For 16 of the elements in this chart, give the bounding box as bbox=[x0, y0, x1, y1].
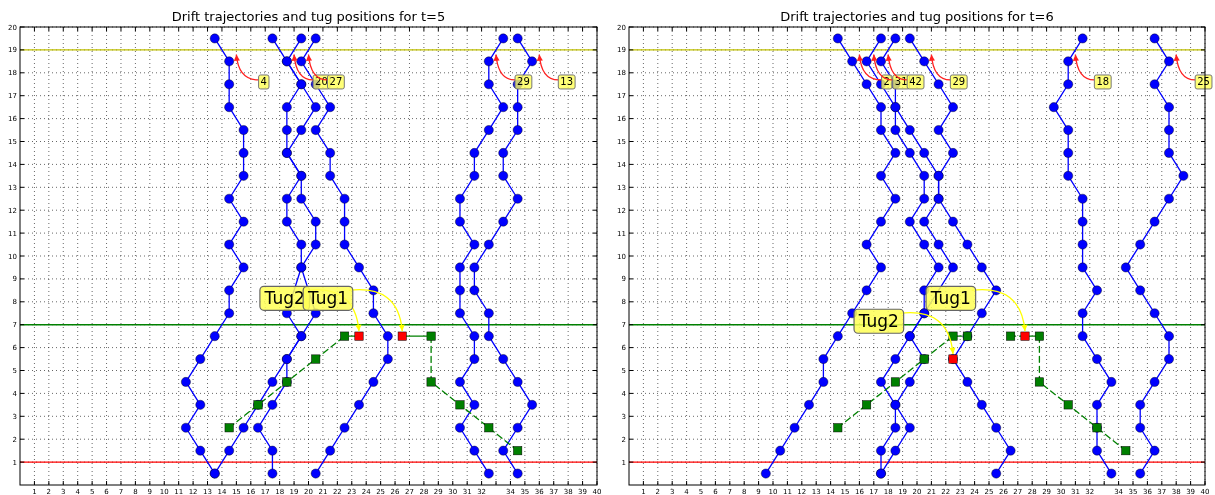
annotation: 29 bbox=[517, 76, 530, 88]
annotation: 4 bbox=[260, 76, 267, 88]
annotation: 18 bbox=[1096, 76, 1110, 88]
annotation: 42 bbox=[909, 76, 922, 88]
annotation: Tug1 bbox=[306, 288, 349, 309]
annotation: 27 bbox=[329, 76, 343, 88]
annotation: 13 bbox=[560, 76, 574, 88]
annotation: 25 bbox=[1197, 76, 1210, 88]
annotation: Tug2 bbox=[263, 288, 305, 309]
annotation: 20 bbox=[315, 76, 328, 88]
annotation: Tug1 bbox=[929, 288, 971, 309]
annotation: 29 bbox=[952, 76, 966, 88]
annotation: Tug2 bbox=[857, 311, 899, 332]
chart-title: Drift trajectories and tug positions for t=5 bbox=[171, 9, 446, 24]
chart-title: Drift trajectories and tug positions for t=6 bbox=[780, 9, 1054, 24]
annotation: 31 bbox=[894, 76, 908, 88]
